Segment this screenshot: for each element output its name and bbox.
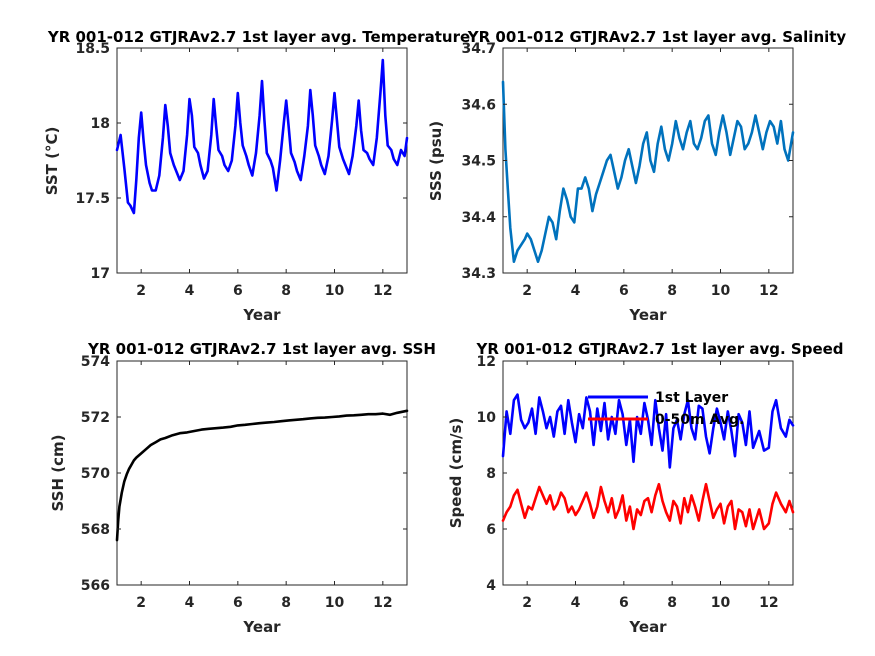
sst-xtick-label-1: 4 [185,283,195,299]
sss-xtick-label-1: 4 [571,283,581,299]
ssh-xlabel: Year [242,618,281,636]
ssh-series-line-0 [115,409,409,542]
ssh-axes [116,360,408,586]
speed-ytick-label-0: 4 [486,578,496,594]
legend-label-0-50m-avg: 0-50m Avg. [655,412,744,428]
sss-xtick-label-5: 12 [759,283,778,299]
sss-title: YR 001-012 GTJRAv2.7 1st layer avg. Sali… [467,28,847,46]
sst-xtick-label-3: 8 [281,283,291,299]
speed-xtick-label-2: 6 [619,595,629,611]
speed-ylabel: Speed (cm/s) [447,418,465,529]
ssh-panel: YR 001-012 GTJRAv2.7 1st layer avg. SSH … [49,340,436,636]
ssh-ytick-label-3: 572 [81,410,110,426]
sss-axes [502,47,794,274]
sst-ytick-label-0: 17 [91,266,110,282]
sst-panel: YR 001-012 GTJRAv2.7 1st layer avg. Temp… [43,28,470,324]
sss-series-line-0 [501,80,795,264]
sst-ytick-label-3: 18.5 [75,41,110,57]
ssh-ytick-label-0: 566 [81,578,110,594]
sst-xtick-label-4: 10 [325,283,345,299]
ssh-xtick-label-1: 4 [185,595,195,611]
sst-ytick-label-1: 17.5 [75,191,110,207]
sss-xtick-label-0: 2 [522,283,532,299]
ssh-xtick-label-0: 2 [136,595,146,611]
sst-xtick-label-0: 2 [136,283,146,299]
ssh-ytick-label-2: 570 [81,466,110,482]
speed-xlabel: Year [628,618,667,636]
speed-axes [502,360,794,586]
ssh-ytick-label-1: 568 [81,522,110,538]
speed-xtick-label-5: 12 [759,595,778,611]
ssh-xtick-label-2: 6 [233,595,243,611]
sss-ytick-label-3: 34.6 [461,97,496,113]
speed-series-line-0 [501,393,795,469]
speed-panel: YR 001-012 GTJRAv2.7 1st layer avg. Spee… [447,340,844,636]
ssh-ytick-label-4: 574 [81,354,110,370]
speed-ytick-label-4: 12 [477,354,496,370]
speed-title: YR 001-012 GTJRAv2.7 1st layer avg. Spee… [475,340,843,358]
sst-series-line-0 [115,58,409,215]
sss-xtick-label-3: 8 [667,283,677,299]
speed-xtick-label-0: 2 [522,595,532,611]
speed-series-line-1 [501,482,795,531]
sss-xtick-label-2: 6 [619,283,629,299]
sss-ytick-label-2: 34.5 [461,154,496,170]
sst-title: YR 001-012 GTJRAv2.7 1st layer avg. Temp… [47,28,470,46]
sss-xlabel: Year [628,306,667,324]
sst-ylabel: SST (°C) [43,127,61,196]
speed-ytick-label-1: 6 [486,522,496,538]
ssh-xtick-label-3: 8 [281,595,291,611]
ssh-title: YR 001-012 GTJRAv2.7 1st layer avg. SSH [87,340,436,358]
speed-ytick-label-3: 10 [477,410,497,426]
sss-ytick-label-1: 34.4 [461,210,496,226]
speed-ytick-label-2: 8 [486,466,496,482]
ssh-xtick-label-4: 10 [325,595,345,611]
sss-ytick-label-0: 34.3 [461,266,496,282]
ssh-ylabel: SSH (cm) [49,435,67,512]
sss-panel: YR 001-012 GTJRAv2.7 1st layer avg. Sali… [427,28,846,324]
sst-xtick-label-2: 6 [233,283,243,299]
sss-ylabel: SSS (psu) [427,121,445,201]
sss-ytick-label-4: 34.7 [461,41,496,57]
speed-xtick-label-4: 10 [711,595,731,611]
sst-ytick-label-2: 18 [91,116,110,132]
legend-label-1st-layer: 1st Layer [655,390,728,406]
sst-xtick-label-5: 12 [373,283,392,299]
speed-xtick-label-1: 4 [571,595,581,611]
sst-xlabel: Year [242,306,281,324]
speed-xtick-label-3: 8 [667,595,677,611]
sss-xtick-label-4: 10 [711,283,731,299]
ssh-xtick-label-5: 12 [373,595,392,611]
speed-legend: 1st Layer 0-50m Avg. [588,390,744,428]
